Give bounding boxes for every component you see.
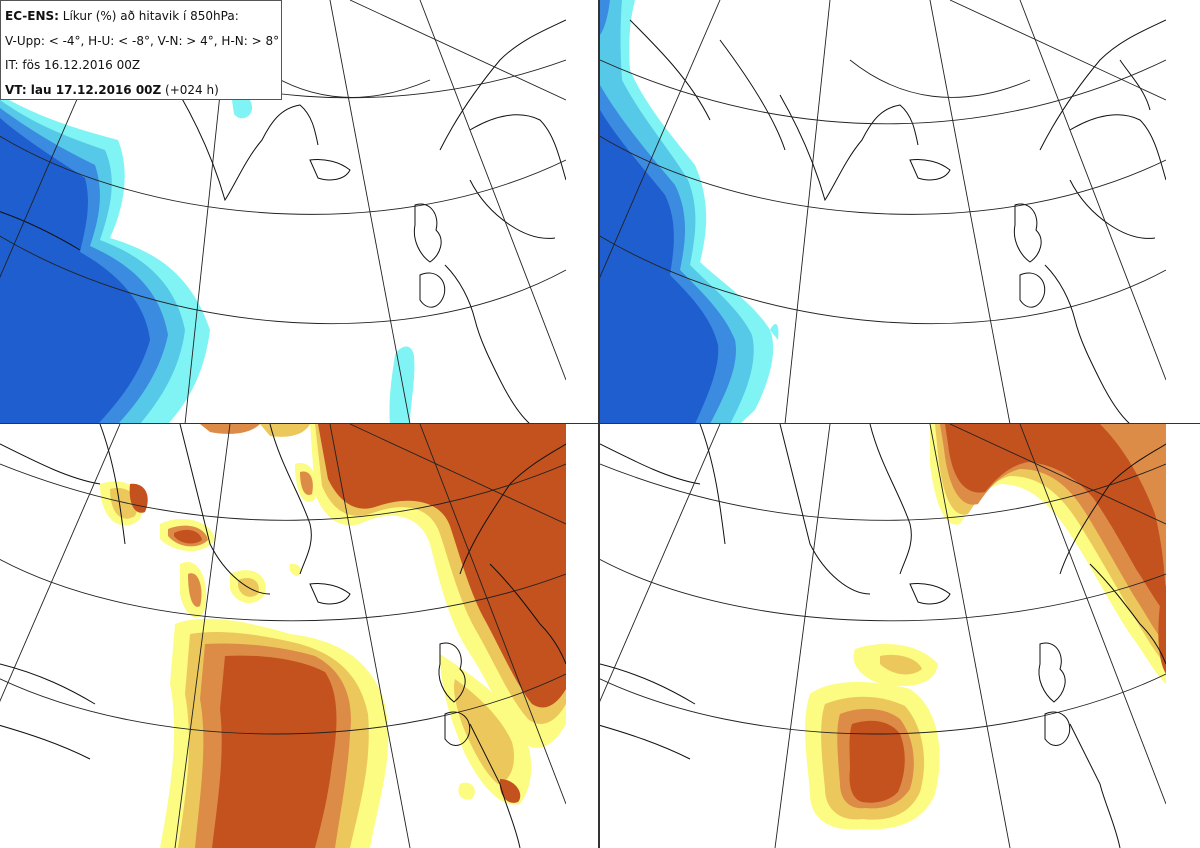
coastlines	[0, 424, 566, 848]
probability-map	[0, 424, 566, 848]
probability-map	[600, 0, 1166, 424]
graticule	[600, 0, 1166, 424]
graticule	[600, 424, 1166, 848]
map-panel-v-upp: EC-ENS: Líkur (%) að hitavik í 850hPa: V…	[0, 0, 566, 424]
map-panel-h-n: 1009565355	[600, 424, 1166, 848]
map-panel-h-u: 1009565355	[600, 0, 1166, 424]
graticule	[0, 424, 566, 848]
probability-field	[0, 95, 415, 424]
field-description: Líkur (%) að hitavik í 850hPa:	[58, 9, 239, 23]
probability-map	[600, 424, 1166, 848]
probability-field	[600, 0, 779, 424]
valid-time: VT: lau 17.12.2016 00Z	[5, 82, 162, 97]
probability-map	[0, 0, 566, 424]
probability-field	[805, 424, 1166, 830]
forecast-info-box: EC-ENS: Líkur (%) að hitavik í 850hPa: V…	[0, 0, 282, 100]
coastlines	[0, 19, 566, 424]
initial-time: IT: fös 16.12.2016 00Z	[5, 58, 141, 72]
model-name: EC-ENS:	[5, 9, 59, 23]
panel-thresholds: V-Upp: < -4°, H-U: < -8°, V-N: > 4°, H-N…	[5, 33, 280, 48]
coastlines	[629, 19, 1166, 424]
probability-field	[100, 424, 566, 848]
map-panel-v-n: 1009565355	[0, 424, 566, 848]
panel-divider-vertical	[598, 0, 600, 848]
panel-divider-horizontal	[0, 423, 1200, 424]
lead-time: (+024 h)	[161, 82, 219, 97]
